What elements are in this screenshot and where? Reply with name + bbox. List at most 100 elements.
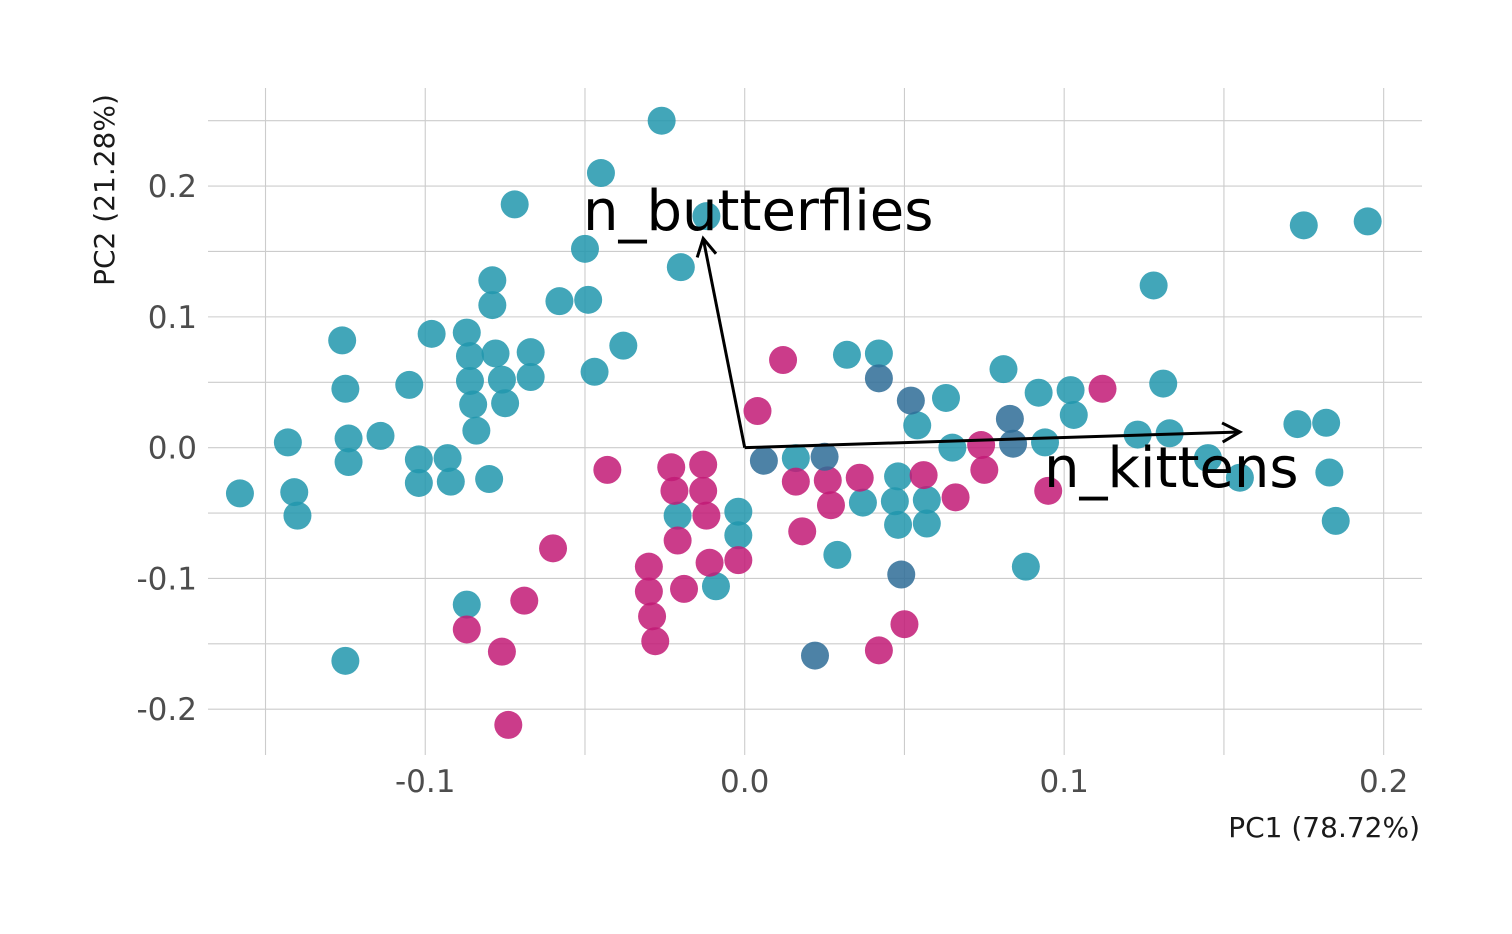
data-point-teal bbox=[331, 374, 360, 403]
data-point-teal bbox=[609, 331, 638, 360]
data-point-teal bbox=[724, 521, 753, 550]
data-point-teal bbox=[478, 266, 507, 295]
data-point-magenta bbox=[769, 346, 798, 375]
data-point-teal bbox=[475, 465, 504, 494]
data-point-teal bbox=[366, 421, 395, 450]
data-point-magenta bbox=[890, 610, 919, 639]
x-axis-title: PC1 (78.72%) bbox=[1228, 811, 1420, 844]
data-point-teal bbox=[912, 509, 941, 538]
data-point-teal bbox=[692, 202, 721, 231]
data-point-teal bbox=[404, 445, 433, 474]
data-point-magenta bbox=[487, 637, 516, 666]
data-point-steel bbox=[864, 364, 893, 393]
data-point-teal bbox=[331, 646, 360, 675]
arrow-head-n_butterflies bbox=[695, 235, 718, 258]
x-tick-label: 0.2 bbox=[1359, 764, 1408, 800]
data-point-teal bbox=[433, 444, 462, 473]
data-point-teal bbox=[516, 338, 545, 367]
x-tick-label: 0.1 bbox=[1040, 764, 1089, 800]
data-point-teal bbox=[455, 342, 484, 371]
data-point-teal bbox=[273, 428, 302, 457]
data-point-teal bbox=[1193, 444, 1222, 473]
data-point-magenta bbox=[692, 501, 721, 530]
data-point-teal bbox=[516, 363, 545, 392]
data-point-teal bbox=[455, 366, 484, 395]
data-point-teal bbox=[884, 510, 913, 539]
data-point-magenta bbox=[689, 476, 718, 505]
data-point-magenta bbox=[634, 552, 663, 581]
data-point-teal bbox=[912, 485, 941, 514]
data-point-magenta bbox=[1088, 374, 1117, 403]
data-point-teal bbox=[989, 355, 1018, 384]
data-point-magenta bbox=[970, 455, 999, 484]
data-point-teal bbox=[452, 318, 481, 347]
data-point-teal bbox=[1289, 211, 1318, 240]
data-point-teal bbox=[864, 339, 893, 368]
data-point-steel bbox=[887, 560, 916, 589]
data-point-teal bbox=[781, 444, 810, 473]
arrow-shaft-n_kittens bbox=[744, 430, 1240, 450]
data-point-teal bbox=[938, 433, 967, 462]
data-point-teal bbox=[823, 540, 852, 569]
data-point-teal bbox=[452, 590, 481, 619]
data-point-magenta bbox=[724, 546, 753, 575]
data-point-teal bbox=[225, 479, 254, 508]
data-point-magenta bbox=[781, 467, 810, 496]
data-point-teal bbox=[1283, 410, 1312, 439]
data-point-magenta bbox=[788, 517, 817, 546]
data-point-steel bbox=[810, 442, 839, 471]
data-point-magenta bbox=[864, 636, 893, 665]
data-point-teal bbox=[586, 159, 615, 188]
data-point-magenta bbox=[813, 466, 842, 495]
tick-labels: -0.1 0.0 0.1 0.2 -0.2 -0.1 0.0 0.1 0.2 bbox=[137, 169, 1409, 800]
data-point-teal bbox=[1315, 458, 1344, 487]
data-point-magenta bbox=[743, 397, 772, 426]
data-point-teal bbox=[1312, 408, 1341, 437]
data-point-magenta bbox=[967, 431, 996, 460]
y-tick-label: 0.2 bbox=[148, 169, 197, 205]
loading-label: n_kittens bbox=[1044, 436, 1299, 501]
data-point-magenta bbox=[670, 574, 699, 603]
data-point-teal bbox=[884, 462, 913, 491]
y-tick-label: -0.2 bbox=[137, 692, 198, 728]
data-point-magenta bbox=[634, 577, 663, 606]
data-point-teal bbox=[436, 467, 465, 496]
data-point-steel bbox=[801, 641, 829, 670]
data-point-magenta bbox=[510, 586, 539, 615]
data-point-teal bbox=[481, 339, 510, 368]
data-point-teal bbox=[701, 572, 730, 601]
data-point-magenta bbox=[695, 548, 724, 577]
data-point-teal bbox=[574, 285, 603, 314]
loading-arrows: n_butterflies n_kittens bbox=[583, 179, 1299, 501]
data-point-teal bbox=[500, 190, 529, 219]
data-point-teal bbox=[1011, 552, 1040, 581]
data-point-steel bbox=[999, 429, 1028, 458]
data-point-teal bbox=[570, 234, 599, 263]
data-point-teal bbox=[462, 416, 491, 445]
x-tick-label: 0.0 bbox=[720, 764, 769, 800]
arrow-head-n_kittens bbox=[1221, 421, 1244, 444]
data-point-steel bbox=[995, 404, 1024, 433]
data-point-teal bbox=[580, 357, 609, 386]
data-point-teal bbox=[1353, 207, 1382, 236]
data-point-magenta bbox=[909, 461, 938, 490]
data-point-teal bbox=[491, 389, 520, 418]
data-point-teal bbox=[545, 287, 574, 316]
data-point-teal bbox=[334, 424, 363, 453]
data-points bbox=[225, 106, 1382, 739]
data-point-teal bbox=[1321, 506, 1350, 535]
data-point-magenta bbox=[845, 463, 874, 492]
data-point-teal bbox=[1031, 428, 1060, 457]
data-point-teal bbox=[1024, 378, 1053, 407]
data-point-magenta bbox=[452, 615, 481, 644]
data-point-teal bbox=[647, 106, 676, 135]
data-point-magenta bbox=[641, 627, 670, 656]
data-point-teal bbox=[931, 383, 960, 412]
data-point-teal bbox=[1059, 400, 1088, 429]
data-point-magenta bbox=[539, 534, 568, 563]
data-point-magenta bbox=[660, 476, 689, 505]
y-tick-label: 0.0 bbox=[148, 431, 197, 467]
data-point-teal bbox=[832, 340, 861, 369]
data-point-teal bbox=[880, 487, 909, 516]
